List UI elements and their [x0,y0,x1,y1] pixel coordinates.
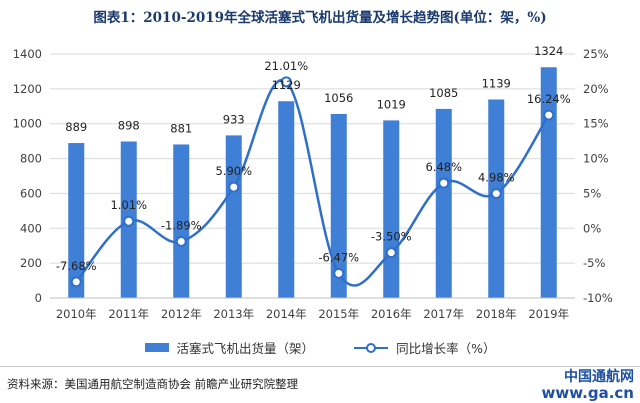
line-point [490,188,502,200]
line-point [333,267,345,279]
y-left-tick-label: 1200 [13,82,42,96]
y-left-tick-label: 400 [20,221,42,235]
y-left-tick-label: 800 [20,152,42,166]
line-point [385,247,397,259]
line-point [438,177,450,189]
x-tick-label: 2012年 [161,307,202,321]
logo-text-cn: 中国通航网 [564,369,634,385]
bar [383,120,400,298]
bar-value-label: 881 [170,121,192,135]
x-tick-label: 2015年 [318,307,359,321]
legend-label-line: 同比增长率（%） [396,341,496,356]
line-value-label: 4.98% [478,171,515,185]
y-left-tick-label: 1000 [13,117,42,131]
line-marker-icon [354,342,389,353]
line-point [175,235,187,247]
y-right-tick-label: 0% [583,221,601,235]
bar [173,144,190,298]
x-tick-label: 2017年 [423,307,464,321]
line-value-label: -3.50% [371,230,412,244]
bar-value-label: 889 [65,120,87,134]
y-right-tick-label: 10% [583,152,609,166]
legend-item-line: 同比增长率（%） [354,338,495,357]
y-left-tick-label: 1400 [13,47,42,61]
chart-canvas: 889 898 881 933 1129 1056 1019 1085 1139 1324 -7.6… [13,44,613,321]
line-point [123,215,135,227]
bar-value-label: 1139 [482,76,511,90]
y-right-tick-label: 25% [583,47,609,61]
bar [278,101,295,298]
bar-value-label: 1085 [429,86,458,100]
bar-value-label: 898 [118,118,140,132]
bar-value-label: 933 [223,112,245,126]
data-labels: 889 898 881 933 1129 1056 1019 1085 1139 1324 -7.6… [56,44,571,273]
y-right-tick-label: 20% [583,82,609,96]
bar-value-label: 1324 [534,44,563,58]
line-value-label: 21.01% [264,59,308,73]
bar-swatch-icon [144,343,169,352]
line-value-label: -7.68% [56,259,97,273]
line-value-label: 6.48% [425,160,462,174]
y-left-tick-label: 600 [20,186,42,200]
y-left-tick-label: 0 [35,291,42,305]
line-value-label: -1.89% [161,218,202,232]
line-value-label: 5.90% [215,164,252,178]
x-tick-label: 2014年 [266,307,307,321]
y-right-tick-label: 15% [583,117,609,131]
legend-label-bars: 活塞式飞机出货量（架） [176,341,315,356]
x-tick-label: 2018年 [476,307,517,321]
line-point [70,276,82,288]
x-tick-label: 2013年 [213,307,254,321]
y-right-tick-label: -5% [583,256,605,270]
x-tick-label: 2019年 [528,307,569,321]
line-point [543,109,555,121]
chart-legend: 活塞式飞机出货量（架） 同比增长率（%） [0,338,640,357]
bar [225,135,242,298]
source-note: 资料来源：美国通用航空制造商协会 前瞻产业研究院整理 [7,377,299,391]
legend-item-bars: 活塞式飞机出货量（架） [144,338,315,357]
growth-line-series [70,76,555,288]
x-tick-label: 2010年 [56,307,97,321]
axes: 0 200 400 600 800 1000 1200 1400 -10% -5% 0% 5% 10% 1… [13,47,613,321]
x-tick-label: 2011年 [108,307,149,321]
footer-divider [0,366,640,367]
line-point [228,181,240,193]
bar-value-label: 1129 [272,78,301,92]
bar-series [68,67,557,299]
bar [435,108,452,299]
site-logo: 中国通航网 www.ga.cn [542,370,634,401]
bar [330,113,347,298]
y-right-tick-label: 5% [583,186,601,200]
line-value-label: -6.47% [318,250,359,264]
line-value-label: 1.01% [110,198,147,212]
y-right-tick-label: -10% [583,291,613,305]
growth-line [75,78,550,287]
bar-value-label: 1056 [324,91,353,105]
x-tick-label: 2016年 [371,307,412,321]
line-value-label: 16.24% [527,92,571,106]
bar [540,67,557,298]
bar-value-label: 1019 [377,97,406,111]
logo-text-url: www.ga.cn [541,384,634,402]
chart-title: 图表1：2010-2019年全球活塞式飞机出货量及增长趋势图(单位：架，%) [93,10,547,26]
y-left-tick-label: 200 [20,256,42,270]
bar [68,143,85,298]
line-point [280,76,292,88]
